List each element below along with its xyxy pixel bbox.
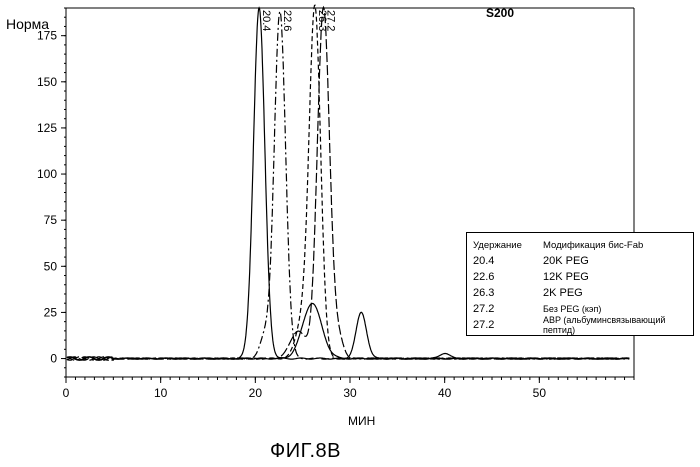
legend-header: Удержание Модификация бис-Fab xyxy=(467,237,693,253)
axes: 025507510012515017501020304050 xyxy=(37,8,634,400)
legend-retention: 22.6 xyxy=(467,271,543,283)
legend-table: Удержание Модификация бис-Fab 20.4 20K P… xyxy=(466,232,694,336)
x-tick-label: 0 xyxy=(63,386,70,400)
peak-label: 20.4 xyxy=(260,10,272,31)
legend-row: 26.3 2K PEG xyxy=(467,285,693,301)
x-tick-label: 30 xyxy=(343,386,357,400)
x-tick-label: 10 xyxy=(154,386,168,400)
legend-header-modification: Модификация бис-Fab xyxy=(543,240,693,251)
legend-modification: 12K PEG xyxy=(543,271,693,283)
y-tick-label: 25 xyxy=(44,305,58,319)
chart-title: S200 xyxy=(486,6,514,20)
legend-modification: ABP (альбуминсвязывающий пептид) xyxy=(543,315,693,335)
legend-row: 22.6 12K PEG xyxy=(467,269,693,285)
y-tick-label: 100 xyxy=(37,167,57,181)
peak-labels: 20.422.626.327.2 xyxy=(260,10,336,31)
x-tick-label: 50 xyxy=(533,386,547,400)
y-tick-label: 150 xyxy=(37,75,57,89)
legend-modification: 2K PEG xyxy=(543,287,693,299)
legend-retention: 26.3 xyxy=(467,287,543,299)
y-tick-label: 125 xyxy=(37,121,57,135)
x-axis-title: МИН xyxy=(348,414,375,428)
legend-header-retention: Удержание xyxy=(467,240,543,251)
legend-modification: 20K PEG xyxy=(543,255,693,267)
legend-retention: 27.2 xyxy=(467,319,543,331)
figure-caption: ФИГ.8В xyxy=(270,440,341,463)
legend-row: 27.2 ABP (альбуминсвязывающий пептид) xyxy=(467,317,693,333)
y-tick-label: 75 xyxy=(44,213,58,227)
legend-modification: Без PEG (кэп) xyxy=(543,304,693,314)
legend-row: 20.4 20K PEG xyxy=(467,253,693,269)
y-axis-title: Норма xyxy=(6,16,49,32)
x-tick-label: 20 xyxy=(249,386,263,400)
legend-retention: 20.4 xyxy=(467,255,543,267)
peak-label: 27.2 xyxy=(324,10,336,31)
y-tick-label: 50 xyxy=(44,259,58,273)
legend-retention: 27.2 xyxy=(467,303,543,315)
x-tick-label: 40 xyxy=(438,386,452,400)
peak-label: 22.6 xyxy=(281,10,293,31)
y-tick-label: 0 xyxy=(50,352,57,366)
